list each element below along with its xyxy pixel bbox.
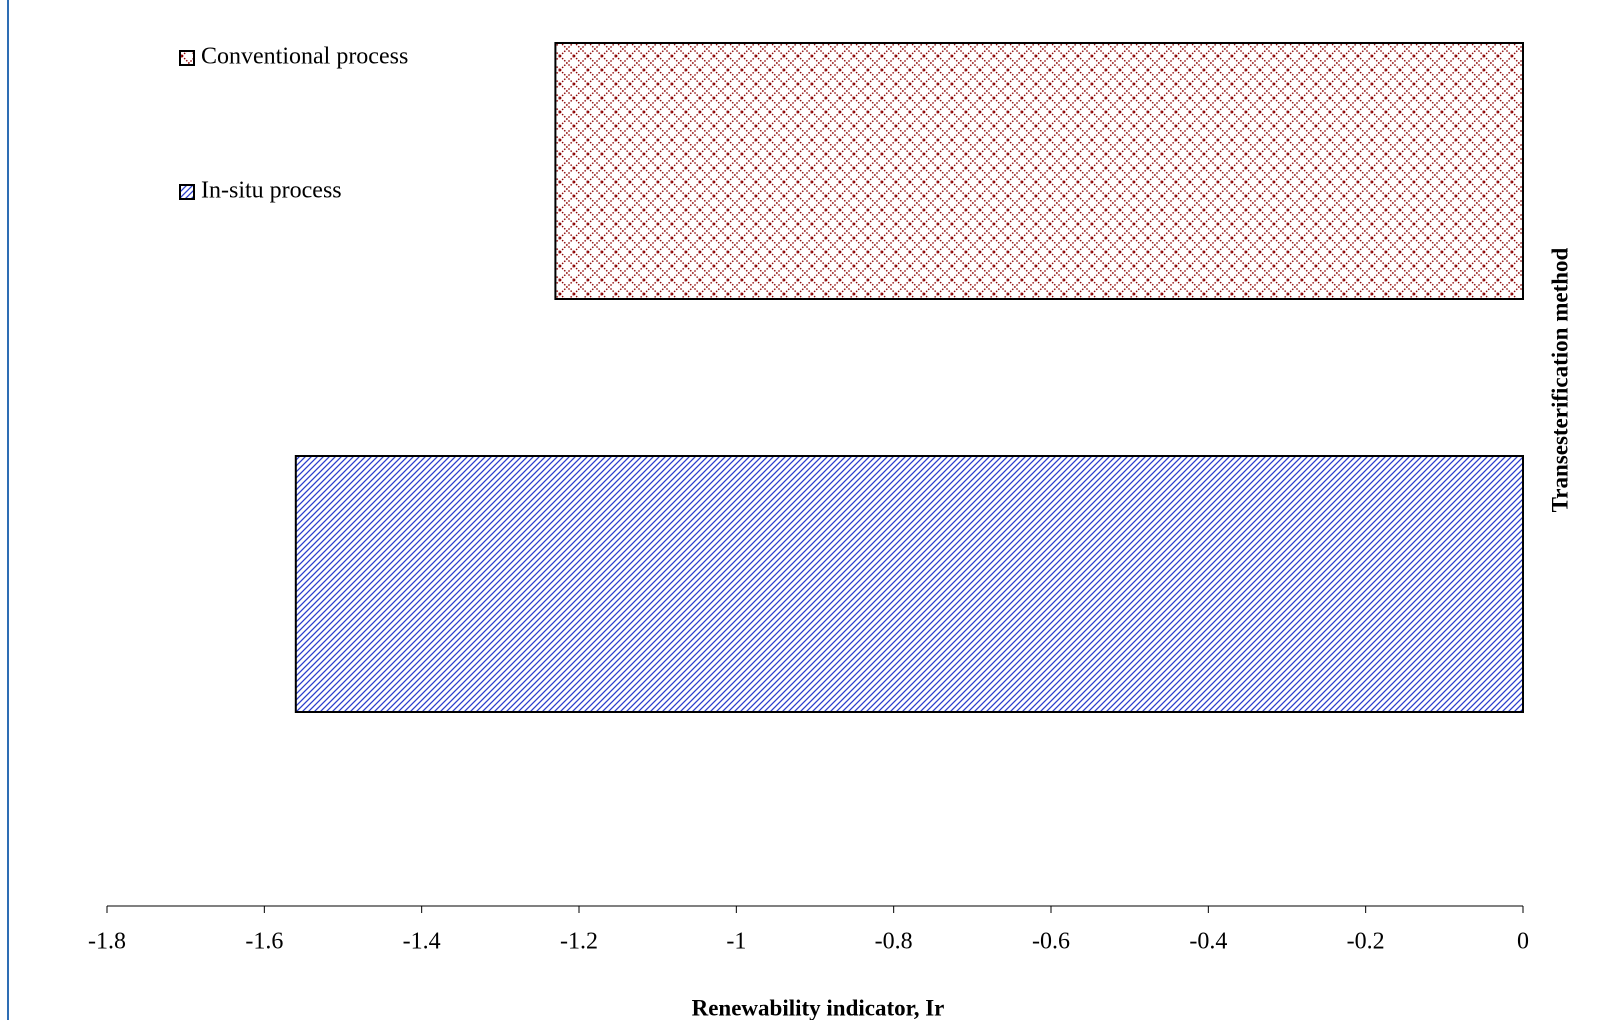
- x-tick-label: -1.4: [403, 929, 441, 955]
- x-tick-label: 0: [1517, 929, 1529, 955]
- x-tick-label: -1.6: [245, 929, 283, 955]
- x-tick-label: -0.6: [1032, 929, 1070, 955]
- x-axis-label: Renewability indicator, Ir: [692, 995, 945, 1020]
- bar: [554, 42, 1524, 300]
- x-tick-label: -1.8: [88, 929, 126, 955]
- legend-swatch: [179, 50, 195, 66]
- legend-swatch: [179, 184, 195, 200]
- bar: [294, 455, 1524, 713]
- y-axis-label: Transesterification method: [1547, 247, 1572, 512]
- x-tick-label: -1.2: [560, 929, 598, 955]
- legend-label: In-situ process: [201, 178, 342, 204]
- x-tick-label: -1: [726, 929, 746, 955]
- x-tick-label: -0.2: [1347, 929, 1385, 955]
- legend-box: [153, 0, 467, 260]
- legend-label: Conventional process: [201, 44, 408, 70]
- x-tick-label: -0.8: [875, 929, 913, 955]
- x-tick-label: -0.4: [1189, 929, 1227, 955]
